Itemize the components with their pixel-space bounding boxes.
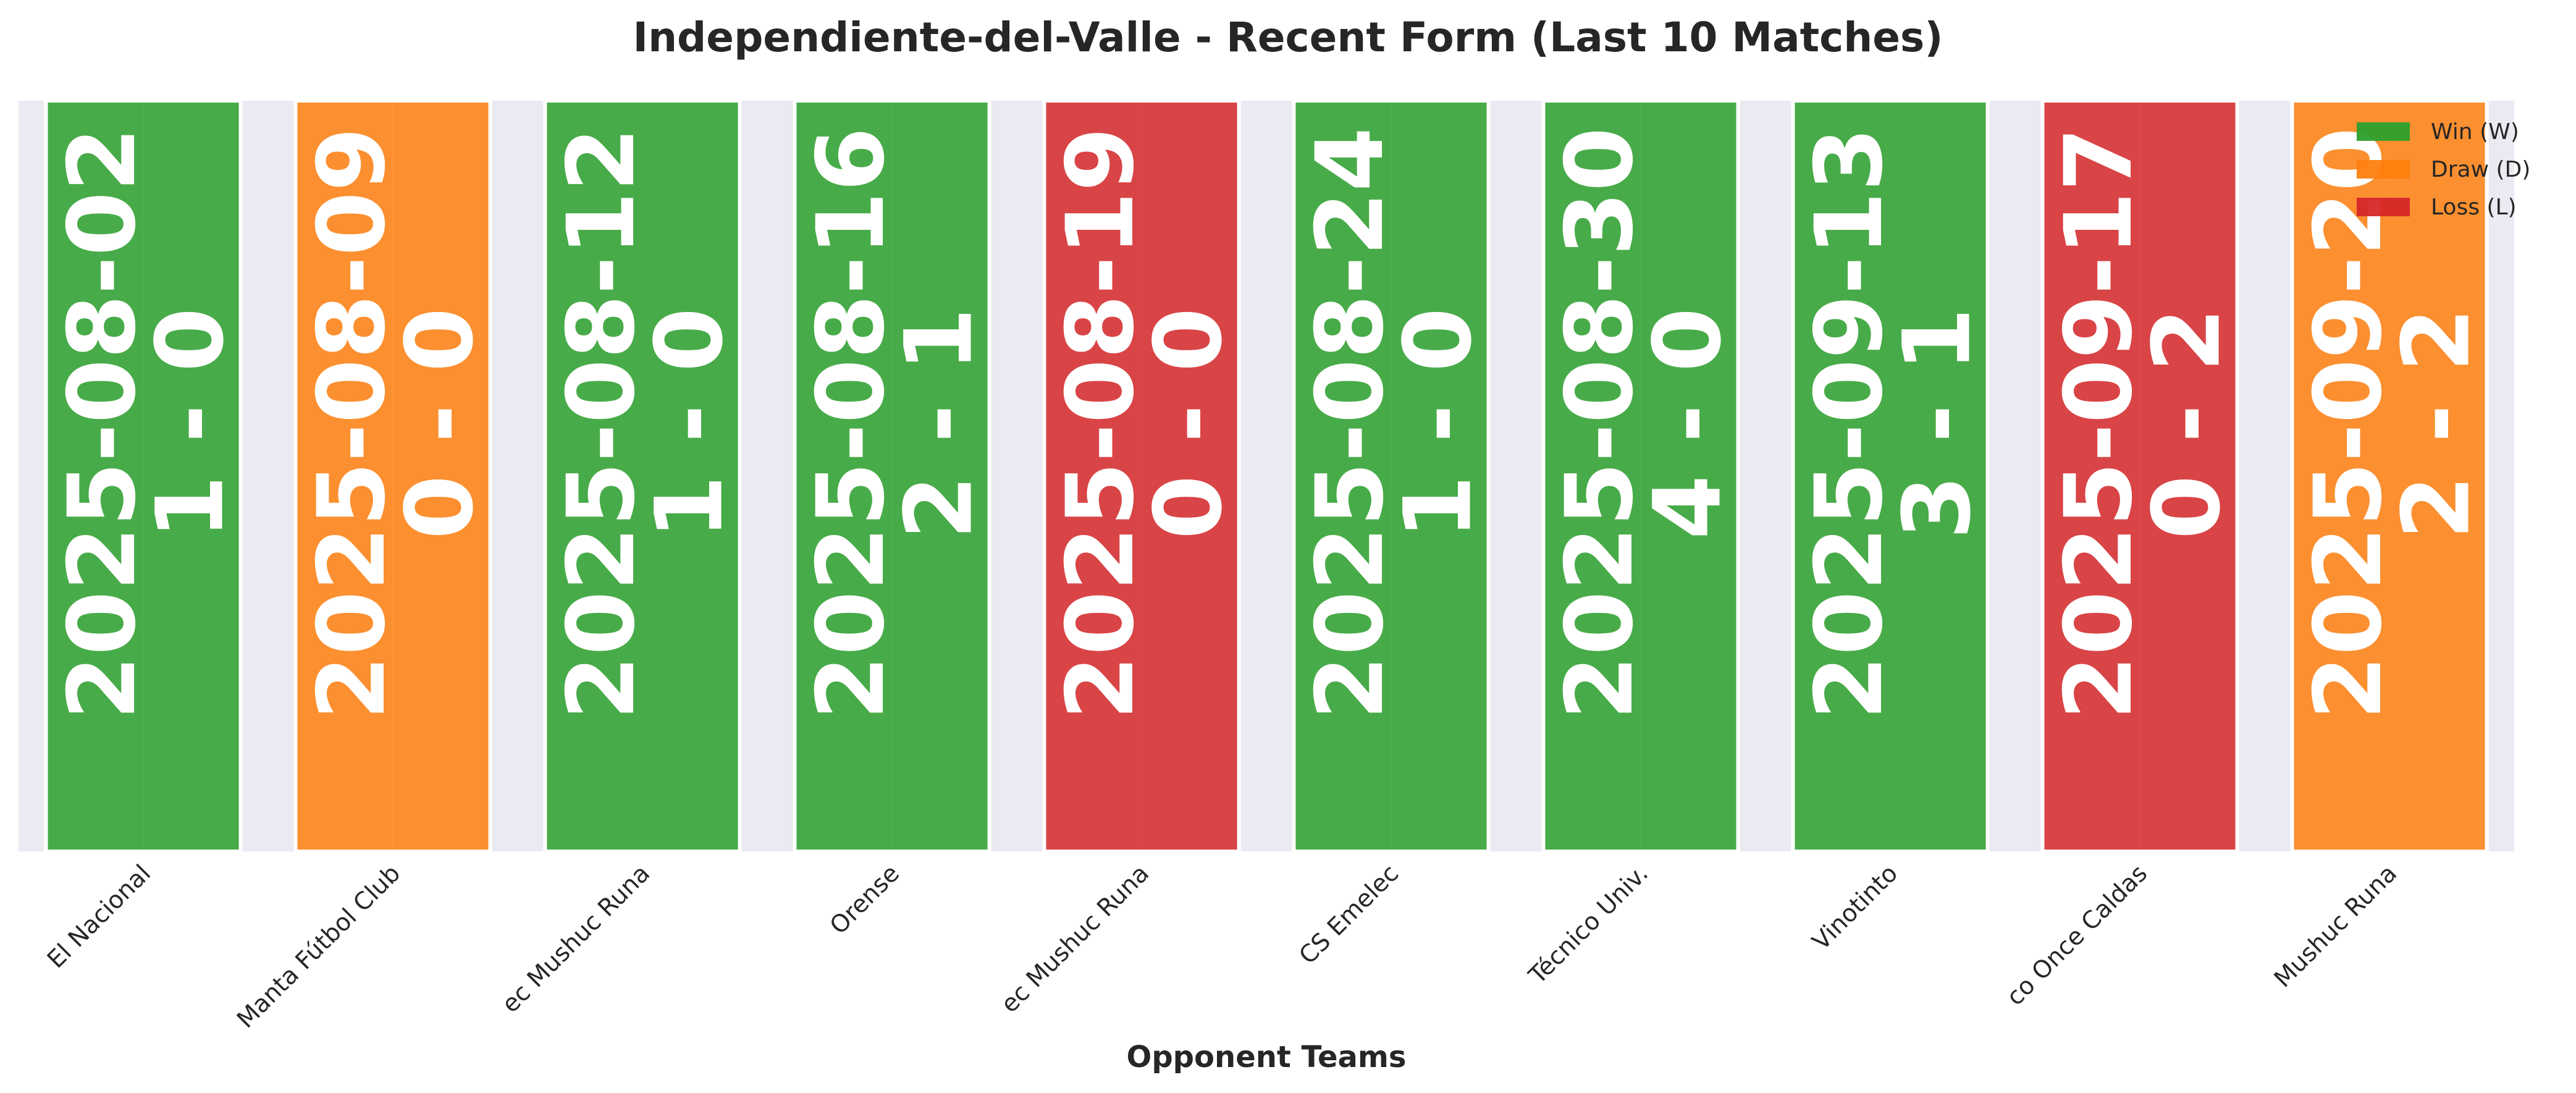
bar-label: 2025-09-133 - 1 [1796, 127, 1992, 720]
match-score: 4 - 0 [1635, 308, 1742, 539]
x-tick-label: ec Mushuc Runa [996, 859, 1155, 1018]
bar-label: 2025-08-190 - 0 [1047, 127, 1243, 720]
bar-label: 2025-08-241 - 0 [1297, 127, 1492, 720]
bar-label: 2025-09-202 - 2 [2295, 127, 2491, 720]
match-date: 2025-09-13 [1796, 127, 1903, 720]
match-bar-group: 2025-08-241 - 0 [1292, 99, 1492, 853]
bar [543, 99, 742, 853]
match-score: 1 - 0 [636, 308, 744, 539]
match-score: 3 - 1 [1884, 308, 1992, 539]
legend-label: Win (W) [2431, 119, 2519, 145]
bar-label: 2025-08-021 - 0 [49, 127, 245, 720]
x-tick-label: Manta Fútbol Club [232, 859, 406, 1034]
match-score: 2 - 2 [2383, 308, 2491, 539]
match-score: 0 - 0 [1135, 308, 1243, 539]
bar [2040, 99, 2239, 853]
x-tick-label: Vinotinto [1807, 859, 1903, 956]
bar-label: 2025-08-304 - 0 [1546, 127, 1742, 720]
bar [1541, 99, 1740, 853]
x-axis-label: Opponent Teams [1127, 1040, 1407, 1074]
chart-title: Independiente-del-Valle - Recent Form (L… [633, 14, 1943, 61]
x-tick-label: co Once Caldas [2001, 859, 2153, 1011]
legend: Win (W) Draw (D) Loss (L) [2357, 119, 2530, 220]
match-date: 2025-09-17 [2045, 127, 2153, 720]
match-bar-group: 2025-09-133 - 1 [1791, 99, 1992, 853]
match-date: 2025-08-16 [798, 127, 905, 720]
match-score: 0 - 2 [2134, 308, 2241, 539]
match-date: 2025-08-30 [1546, 127, 1654, 720]
bar-label: 2025-09-170 - 2 [2045, 127, 2241, 720]
legend-swatch [2357, 198, 2410, 216]
bar [1042, 99, 1241, 853]
bar [793, 99, 991, 853]
bars-group: 2025-08-021 - 0 2025-08-090 - 0 2025-08-12… [44, 99, 2491, 853]
match-bar-group: 2025-09-202 - 2 [2290, 99, 2491, 853]
bar-label: 2025-08-121 - 0 [548, 127, 744, 720]
match-date: 2025-08-02 [49, 127, 156, 720]
x-tick-label: ec Mushuc Runa [497, 859, 655, 1018]
match-bar-group: 2025-08-121 - 0 [543, 99, 744, 853]
match-bar-group: 2025-08-090 - 0 [293, 99, 494, 853]
match-score: 2 - 1 [886, 308, 993, 539]
match-bar-group: 2025-08-190 - 0 [1042, 99, 1243, 853]
x-tick-label: El Nacional [42, 859, 156, 974]
match-date: 2025-09-20 [2295, 127, 2402, 720]
bar-label: 2025-08-090 - 0 [298, 127, 494, 720]
bar [44, 99, 243, 853]
match-bar-group: 2025-08-021 - 0 [44, 99, 245, 853]
legend-label: Draw (D) [2431, 157, 2530, 182]
bar [1791, 99, 1990, 853]
x-tick-label: Orense [825, 859, 905, 940]
match-bar-group: 2025-08-304 - 0 [1541, 99, 1742, 853]
match-date: 2025-08-12 [548, 127, 655, 720]
legend-swatch [2357, 122, 2410, 141]
bar [1292, 99, 1491, 853]
bar-label: 2025-08-162 - 1 [798, 127, 993, 720]
match-bar-group: 2025-08-162 - 1 [793, 99, 993, 853]
bar [2290, 99, 2489, 853]
match-score: 1 - 0 [137, 308, 245, 539]
match-date: 2025-08-09 [298, 127, 406, 720]
legend-swatch [2357, 160, 2410, 179]
legend-label: Loss (L) [2431, 195, 2517, 220]
x-tick-label: Técnico Univ. [1523, 859, 1654, 990]
x-tick-label: CS Emelec [1294, 859, 1404, 969]
match-bar-group: 2025-09-170 - 2 [2040, 99, 2241, 853]
match-score: 1 - 0 [1385, 308, 1492, 539]
bar [293, 99, 492, 853]
x-tick-label: Mushuc Runa [2269, 859, 2402, 993]
match-date: 2025-08-24 [1297, 127, 1404, 720]
match-score: 0 - 0 [387, 308, 494, 539]
x-tick-labels: El Nacional Manta Fútbol Club ec Mushuc Ru… [42, 859, 2402, 1034]
match-date: 2025-08-19 [1047, 127, 1155, 720]
